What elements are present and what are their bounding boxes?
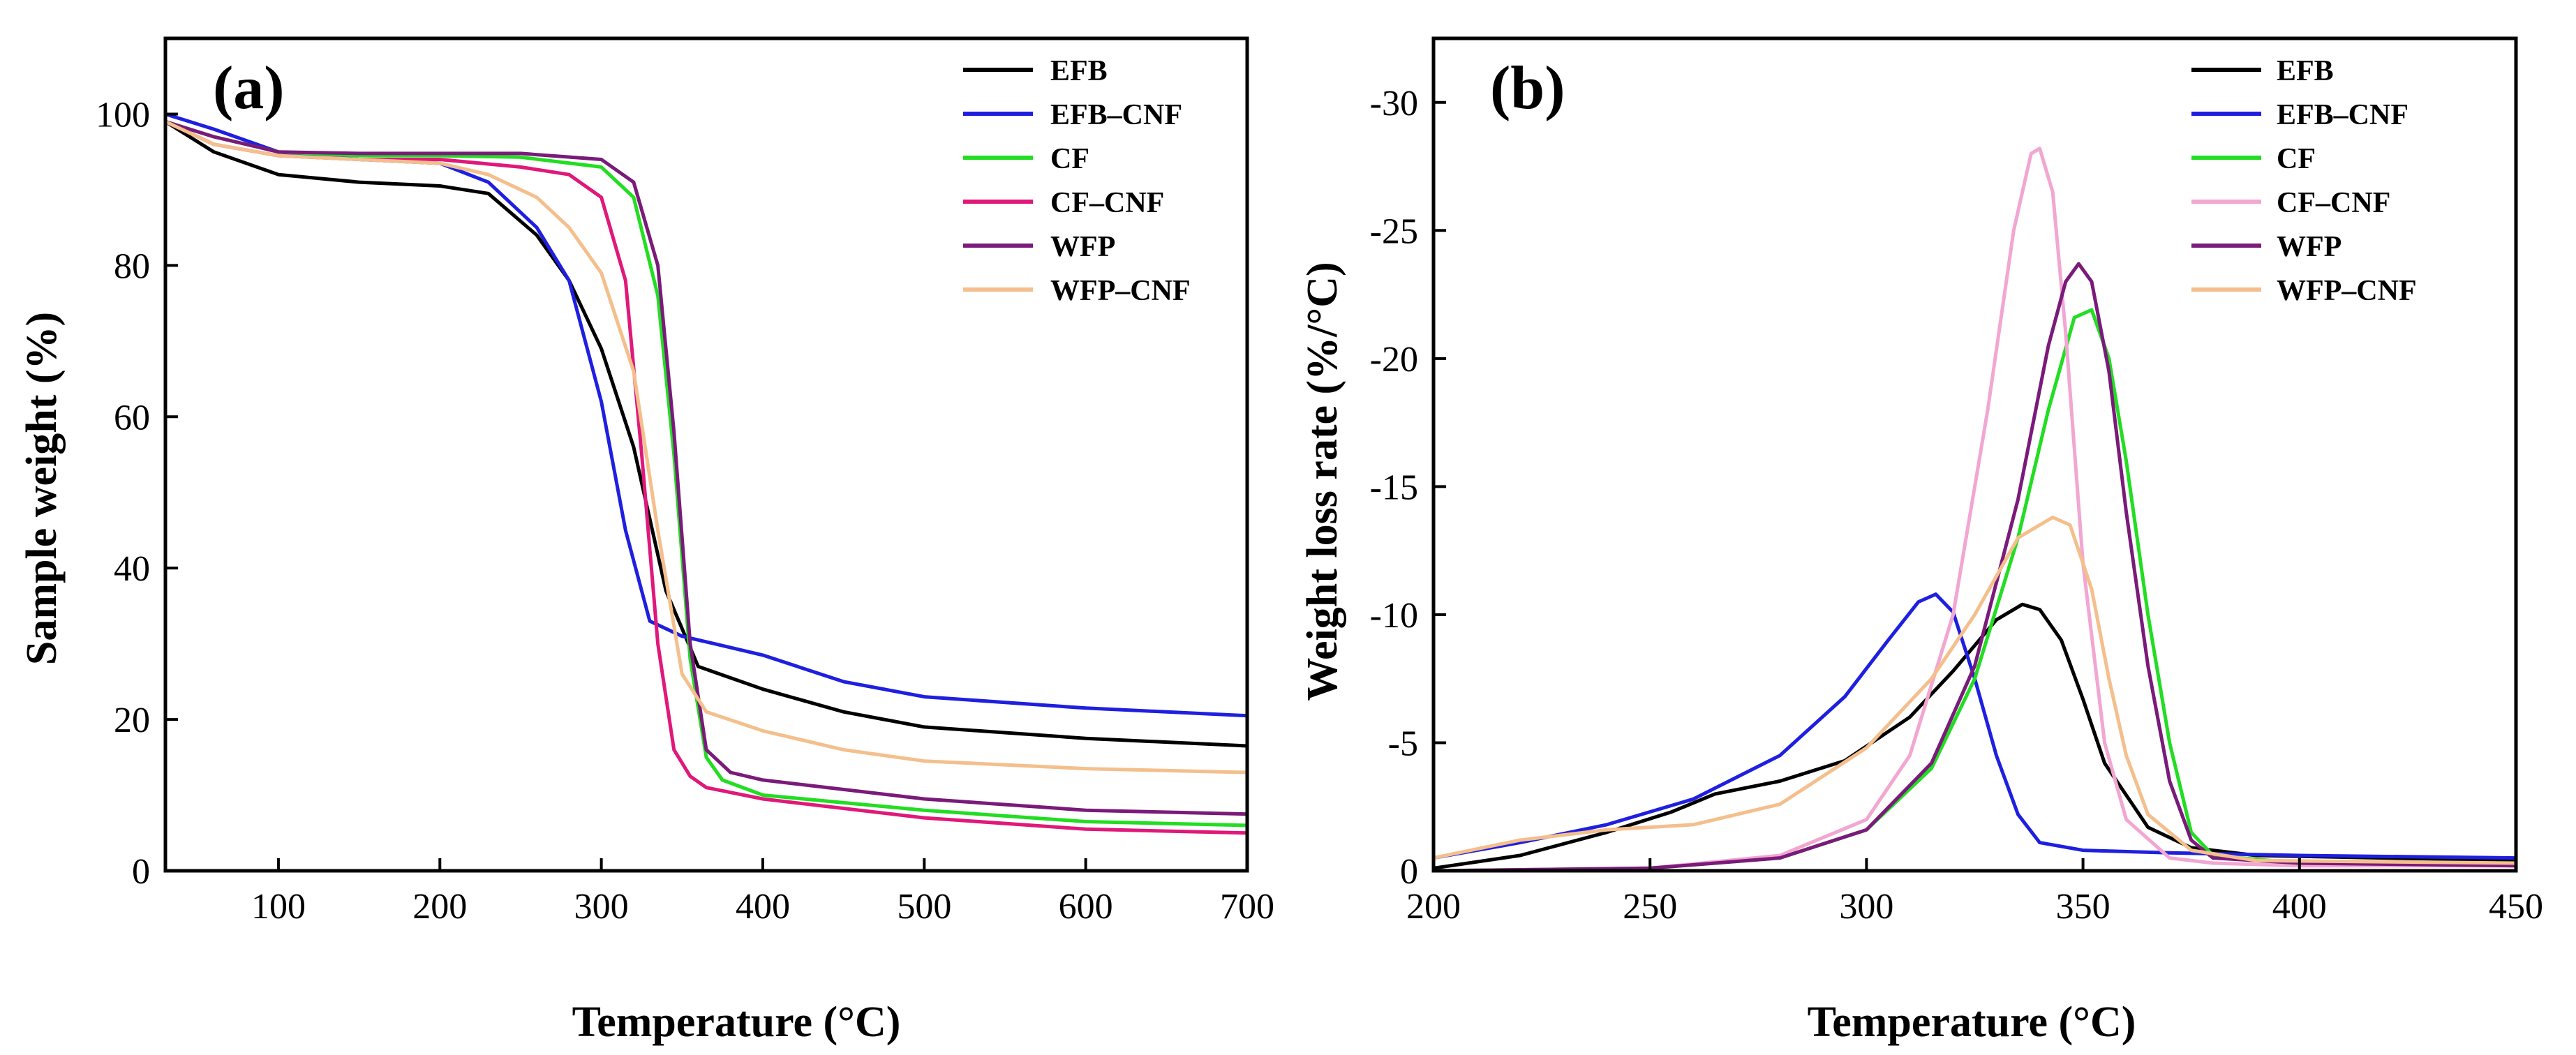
- panel-a-y-tick-label: 100: [96, 95, 150, 135]
- panel-b-x-tick-label: 300: [1839, 887, 1893, 927]
- panel-a-x-tick-label: 100: [251, 887, 306, 927]
- panel-b-series-cf-cnf: [1431, 147, 2518, 873]
- panel-b-dtg-chart: (b) Temperature (°C) Weight loss rate (%…: [1299, 36, 2543, 1046]
- panel-b-legend-label: WFP–CNF: [2277, 275, 2417, 307]
- panel-a-legend-label: EFB–CNF: [1050, 99, 1182, 131]
- panel-a-x-tick-label: 300: [574, 887, 629, 927]
- panel-b-legend-label: WFP: [2277, 231, 2342, 263]
- panel-a-y-tick-label: 60: [114, 398, 150, 437]
- panel-b-legend-label: CF–CNF: [2277, 187, 2390, 219]
- panel-a-x-tick-label: 600: [1059, 887, 1113, 927]
- panel-a-legend-label: CF: [1050, 143, 1089, 175]
- panel-b-y-tick-label: -20: [1370, 340, 1418, 380]
- panel-a-legend-label: EFB: [1050, 55, 1108, 87]
- panel-a-legend-label: WFP: [1050, 231, 1115, 263]
- panel-a-x-tick-label: 500: [897, 887, 951, 927]
- panel-b-series-cf: [1431, 308, 2518, 873]
- panel-a-y-tick-label: 40: [114, 549, 150, 589]
- panel-a-y-axis-title: Sample weight (%): [18, 312, 66, 665]
- panel-a-y-tick-label: 80: [114, 246, 150, 286]
- panel-b-x-tick-label: 200: [1406, 887, 1461, 927]
- panel-b-series-wfp-cnf: [1431, 515, 2518, 865]
- panel-a-x-tick-label: 400: [736, 887, 790, 927]
- panel-b-x-tick-label: 250: [1623, 887, 1677, 927]
- panel-a-series-wfp: [163, 119, 1249, 816]
- panel-b-label: (b): [1490, 54, 1565, 122]
- panel-a-label: (a): [213, 54, 285, 122]
- panel-b-legend-label: EFB–CNF: [2277, 99, 2409, 131]
- panel-b-series-wfp: [1431, 262, 2518, 873]
- panel-b-y-tick-label: -15: [1370, 467, 1418, 507]
- panel-b-legend-label: CF: [2277, 143, 2316, 175]
- panel-a-series-efb: [163, 119, 1249, 748]
- panel-a-series-cf-cnf: [163, 119, 1249, 835]
- panel-a-legend-label: WFP–CNF: [1050, 275, 1191, 307]
- panel-a-x-tick-label: 200: [412, 887, 467, 927]
- panel-b-x-tick-label: 400: [2272, 887, 2327, 927]
- panel-a-series-wfp-cnf: [163, 119, 1249, 775]
- panel-b-series-efb: [1431, 602, 2518, 870]
- panel-b-series-efb-cnf: [1431, 592, 2518, 860]
- panel-b-y-axis-title: Weight loss rate (%/°C): [1299, 262, 1346, 701]
- panel-b-x-axis-title: Temperature (°C): [1808, 998, 2136, 1046]
- panel-b-plot-frame: [1431, 36, 2518, 873]
- panel-a-series-cf: [163, 119, 1249, 828]
- panel-a-legend-label: CF–CNF: [1050, 187, 1164, 219]
- panel-b-y-tick-label: -10: [1370, 596, 1418, 636]
- panel-b-x-tick-label: 350: [2056, 887, 2110, 927]
- panel-b-legend-label: EFB: [2277, 55, 2334, 87]
- panel-a-x-tick-label: 700: [1220, 887, 1274, 927]
- panel-b-y-tick-label: -25: [1370, 211, 1418, 251]
- panel-a-y-tick-label: 20: [114, 701, 150, 740]
- panel-a-y-tick-label: 0: [132, 852, 150, 892]
- panel-a-tga-chart: (a) Temperature (°C) Sample weight (%) 1…: [18, 36, 1274, 1046]
- panel-b-x-tick-label: 450: [2489, 887, 2543, 927]
- panel-b-y-tick-label: -30: [1370, 84, 1418, 124]
- panel-a-plot-frame: [163, 36, 1249, 873]
- panel-b-y-tick-label: -5: [1388, 724, 1418, 763]
- panel-a-x-axis-title: Temperature (°C): [572, 998, 901, 1046]
- panel-b-y-tick-label: 0: [1400, 852, 1418, 892]
